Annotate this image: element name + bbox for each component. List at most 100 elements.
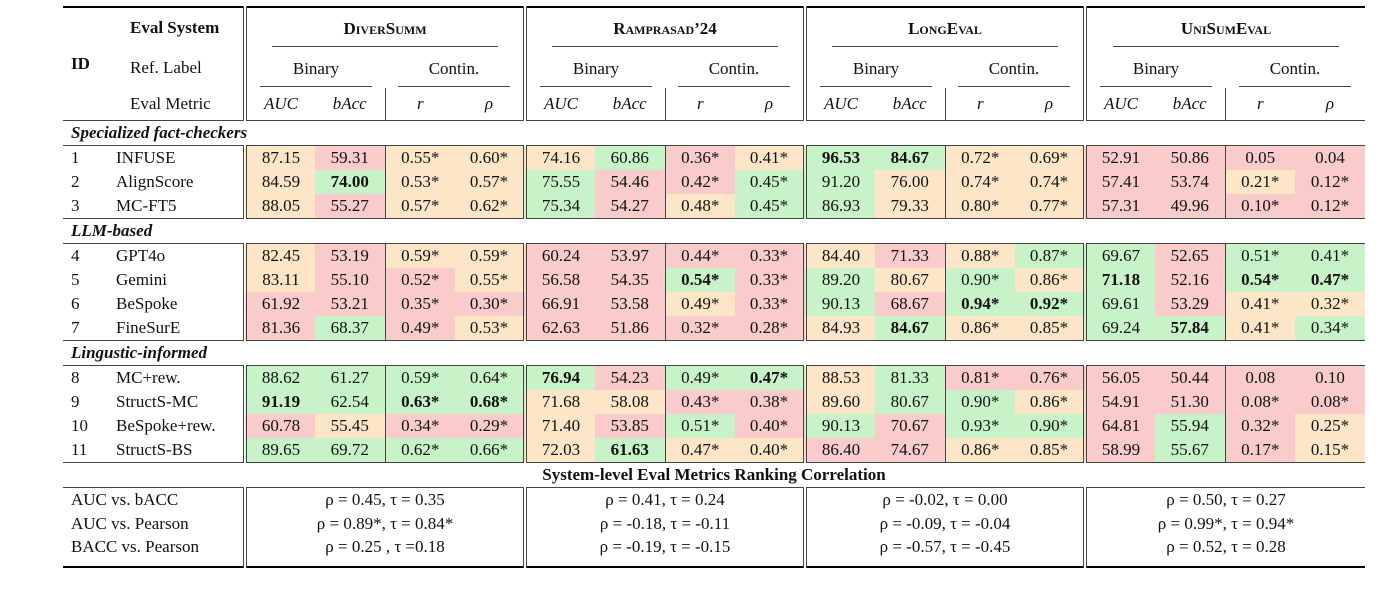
section-row: Specialized fact-checkers	[63, 120, 1365, 146]
eval-metric-header: Eval Metric	[110, 88, 246, 121]
system-name: StructS-MC	[116, 392, 199, 411]
score-cell: 51.86	[595, 316, 665, 341]
score-cell: 53.85	[595, 414, 665, 438]
score-cell: 0.38*	[735, 390, 805, 414]
score-cell: 55.10	[315, 268, 385, 292]
score-cell: 0.81*	[944, 365, 1015, 390]
score-cell: 84.67	[875, 316, 945, 341]
correlation-value: ρ = 0.99*, τ = 0.94*	[1083, 512, 1365, 536]
score-cell: 0.92*	[1015, 292, 1085, 316]
score-cell: 57.31	[1083, 194, 1155, 219]
score-cell: 0.51*	[1224, 243, 1295, 268]
correlation-value: ρ = -0.19, τ = -0.15	[523, 536, 805, 567]
score-cell: 0.90*	[1015, 414, 1085, 438]
id-header: ID	[71, 54, 90, 73]
score-cell: 68.67	[875, 292, 945, 316]
score-cell: 53.29	[1155, 292, 1225, 316]
dataset-name: DiverSumm	[272, 18, 498, 47]
correlation-value: ρ = 0.50, τ = 0.27	[1083, 487, 1365, 512]
score-cell: 53.97	[595, 243, 665, 268]
ref-label-text: Contin.	[678, 58, 790, 87]
score-cell: 76.94	[523, 365, 595, 390]
ref-label-text: Binary	[540, 58, 652, 87]
score-cell: 83.11	[243, 268, 315, 292]
row-id: 7	[71, 318, 80, 337]
system-name: Gemini	[116, 270, 167, 289]
score-cell: 80.67	[875, 268, 945, 292]
score-cell: 0.04	[1295, 145, 1365, 170]
score-cell: 0.47*	[735, 365, 805, 390]
metric-label: bAcc	[892, 94, 927, 113]
table-body: ID Eval System DiverSumm Ramprasad’24 LongEv…	[63, 7, 1365, 567]
row-id: 11	[71, 440, 88, 459]
score-cell: 52.91	[1083, 145, 1155, 170]
score-cell: 0.32*	[1295, 292, 1365, 316]
score-cell: 74.00	[315, 170, 385, 194]
score-cell: 88.53	[803, 365, 875, 390]
score-cell: 59.31	[315, 145, 385, 170]
score-cell: 84.67	[875, 145, 945, 170]
score-cell: 0.49*	[664, 292, 735, 316]
score-cell: 0.86*	[1015, 268, 1085, 292]
score-cell: 0.41*	[735, 145, 805, 170]
score-cell: 0.40*	[735, 414, 805, 438]
score-cell: 61.27	[315, 365, 385, 390]
score-cell: 0.34*	[384, 414, 455, 438]
correlation-value: ρ = -0.09, τ = -0.04	[803, 512, 1085, 536]
row-id: 3	[71, 196, 80, 215]
score-cell: 0.54*	[1224, 268, 1295, 292]
score-cell: 0.55*	[384, 145, 455, 170]
correlation-value: ρ = 0.52, τ = 0.28	[1083, 536, 1365, 567]
score-cell: 0.41*	[1295, 243, 1365, 268]
score-cell: 0.74*	[944, 170, 1015, 194]
metric-label: r	[1224, 88, 1295, 121]
score-cell: 61.92	[243, 292, 315, 316]
score-cell: 54.27	[595, 194, 665, 219]
results-table: ID Eval System DiverSumm Ramprasad’24 LongEv…	[63, 6, 1365, 568]
score-cell: 0.55*	[455, 268, 525, 292]
score-cell: 0.43*	[664, 390, 735, 414]
ref-label: Contin.	[385, 48, 525, 88]
score-cell: 52.65	[1155, 243, 1225, 268]
row-id: 8	[71, 368, 80, 387]
score-cell: 0.36*	[664, 145, 735, 170]
score-cell: 0.85*	[1015, 316, 1085, 341]
score-cell: 0.69*	[1015, 145, 1085, 170]
score-cell: 69.61	[1083, 292, 1155, 316]
data-row: 1 INFUSE 87.15 59.31 0.55* 0.60* 74.16 60.86 0.3…	[63, 145, 1365, 170]
score-cell: 0.60*	[455, 145, 525, 170]
score-cell: 0.17*	[1224, 438, 1295, 463]
score-cell: 56.05	[1083, 365, 1155, 390]
score-cell: 0.68*	[455, 390, 525, 414]
score-cell: 0.90*	[944, 390, 1015, 414]
score-cell: 0.63*	[384, 390, 455, 414]
score-cell: 0.29*	[455, 414, 525, 438]
section-title: Specialized fact-checkers	[63, 120, 1365, 146]
ref-label: Contin.	[1225, 48, 1365, 88]
score-cell: 0.62*	[455, 194, 525, 219]
score-cell: 0.32*	[664, 316, 735, 341]
correlation-value: ρ = -0.02, τ = 0.00	[803, 487, 1085, 512]
score-cell: 55.67	[1155, 438, 1225, 463]
data-row: 3 MC-FT5 88.05 55.27 0.57* 0.62* 75.34 54.27 0.4…	[63, 194, 1365, 219]
score-cell: 0.54*	[664, 268, 735, 292]
score-cell: 0.53*	[455, 316, 525, 341]
score-cell: 0.33*	[735, 268, 805, 292]
system-name: INFUSE	[116, 148, 176, 167]
system-name: GPT4o	[116, 246, 166, 265]
ref-label: Binary	[243, 48, 385, 88]
ref-label-text: Binary	[260, 58, 372, 87]
score-cell: 75.55	[523, 170, 595, 194]
header-row: Ref. Label Binary Contin. Binary Contin. Bina…	[63, 48, 1365, 88]
score-cell: 76.00	[875, 170, 945, 194]
score-cell: 0.87*	[1015, 243, 1085, 268]
score-cell: 84.59	[243, 170, 315, 194]
score-cell: 62.63	[523, 316, 595, 341]
score-cell: 0.08*	[1295, 390, 1365, 414]
score-cell: 0.49*	[664, 365, 735, 390]
score-cell: 81.33	[875, 365, 945, 390]
score-cell: 55.27	[315, 194, 385, 219]
score-cell: 91.20	[803, 170, 875, 194]
score-cell: 0.85*	[1015, 438, 1085, 463]
metric-label: ρ	[1325, 94, 1335, 113]
